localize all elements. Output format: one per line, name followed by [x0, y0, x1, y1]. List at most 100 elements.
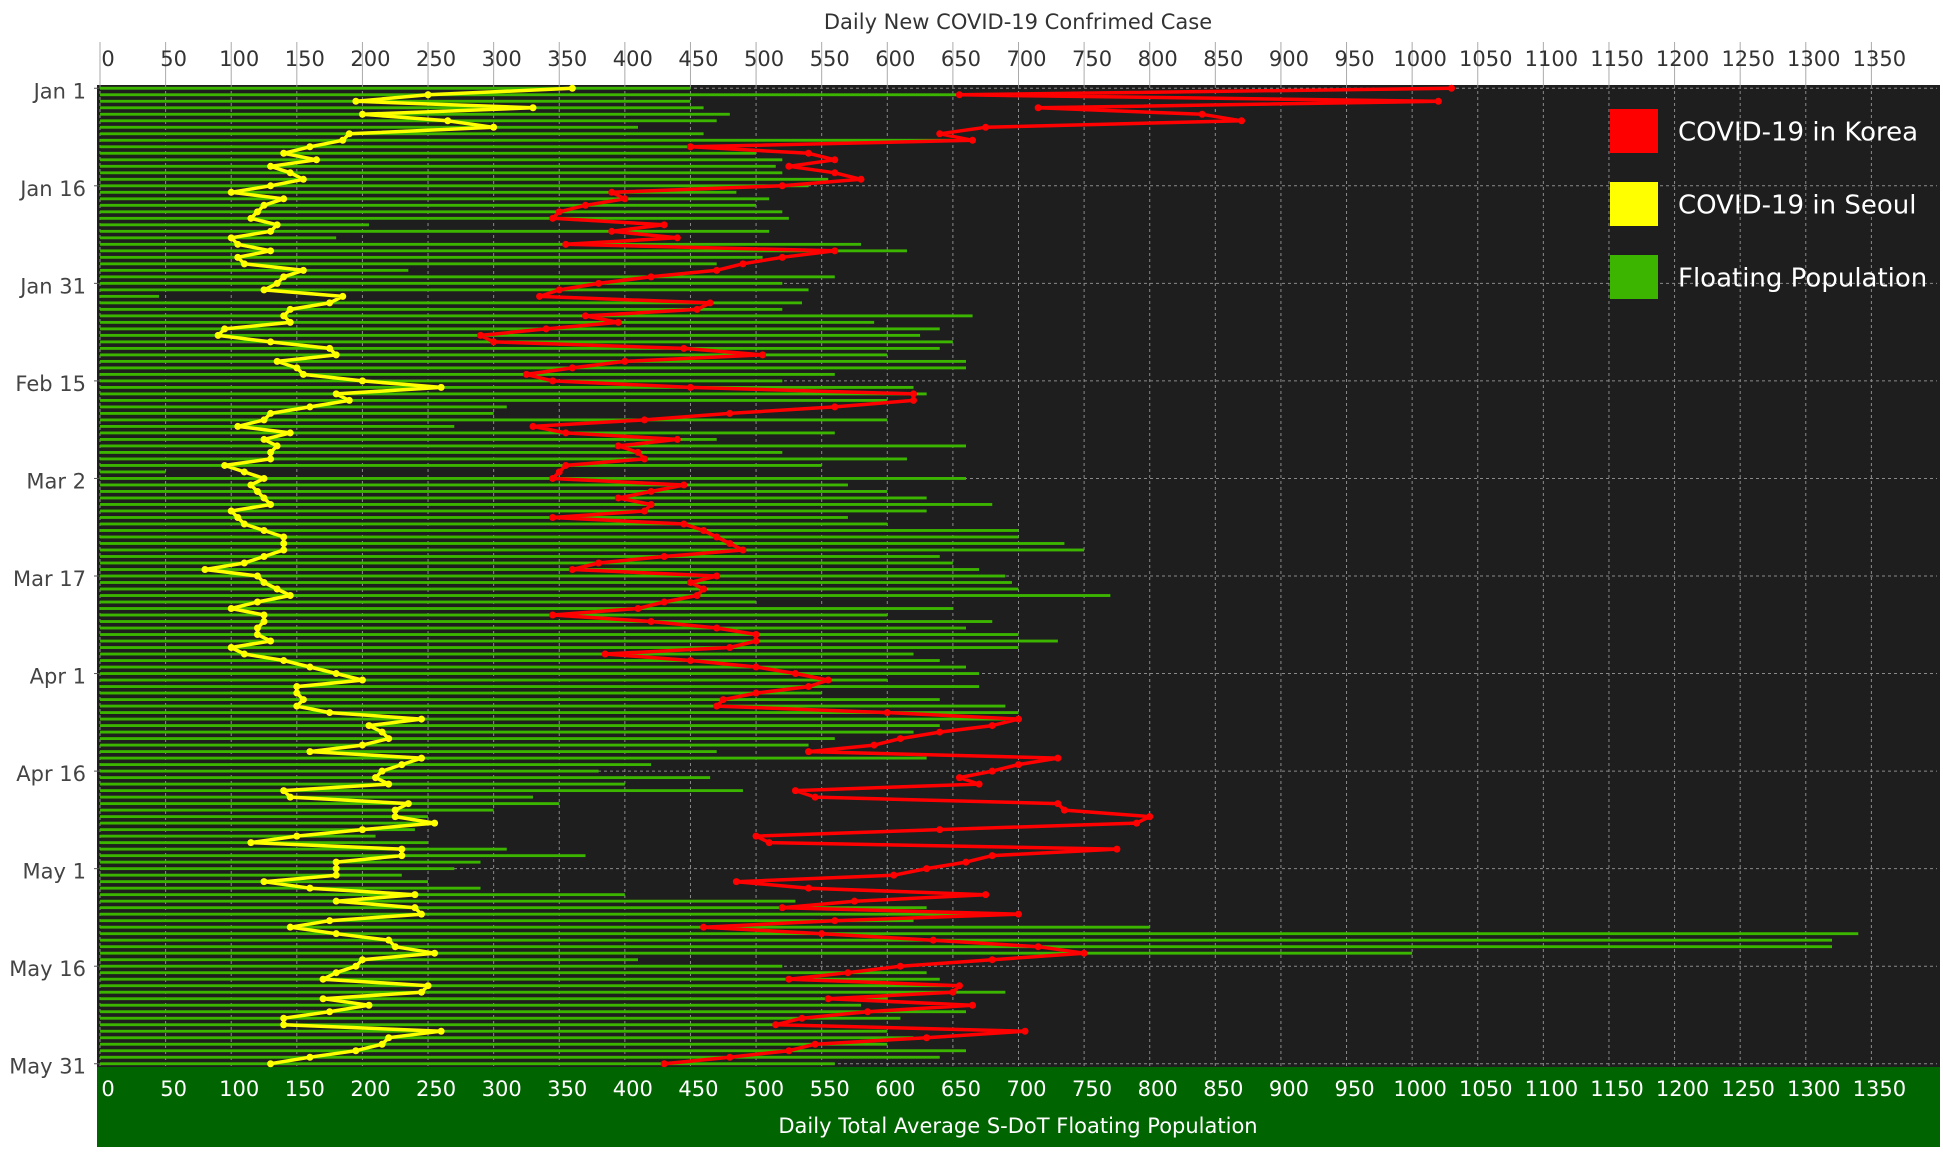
point	[411, 904, 419, 912]
bar	[100, 320, 875, 324]
x2-tick-label: 100	[219, 47, 259, 71]
point	[969, 1001, 977, 1009]
x2-tick-label: 550	[810, 47, 850, 71]
x2-tick-label: 1200	[1656, 47, 1709, 71]
bar	[100, 372, 835, 376]
point	[936, 728, 944, 736]
point	[555, 286, 563, 294]
bar	[100, 333, 921, 337]
x2-tick-label: 900	[1269, 47, 1309, 71]
point	[608, 188, 616, 196]
bar	[100, 496, 927, 500]
point	[339, 136, 347, 144]
point	[955, 982, 963, 990]
point	[313, 156, 321, 164]
y-tick-label: Mar 17	[13, 567, 86, 591]
x2-tick-label: 1000	[1393, 47, 1446, 71]
point	[358, 956, 366, 964]
point	[286, 169, 294, 177]
bar	[100, 197, 770, 201]
bar	[100, 431, 835, 435]
point	[398, 845, 406, 853]
bar	[100, 106, 704, 110]
bar	[100, 847, 507, 851]
point	[1021, 1027, 1029, 1035]
point	[326, 299, 334, 307]
bar	[100, 698, 940, 701]
bar	[100, 275, 835, 279]
bar	[100, 190, 737, 194]
point	[805, 683, 813, 691]
bar	[100, 1049, 967, 1053]
point	[424, 982, 432, 990]
x-tick-label: 800	[1138, 1077, 1178, 1101]
x-tick-label: 500	[744, 1077, 784, 1101]
point	[673, 435, 681, 443]
point	[286, 592, 294, 600]
point	[647, 618, 655, 626]
x2-tick-label: 1250	[1721, 47, 1774, 71]
point	[385, 780, 393, 788]
bar	[100, 607, 953, 610]
point	[286, 429, 294, 437]
point	[477, 331, 485, 339]
point	[831, 169, 839, 177]
bar	[100, 678, 888, 682]
point	[227, 188, 235, 196]
point	[260, 618, 268, 626]
bar	[100, 704, 1006, 708]
point	[982, 891, 990, 899]
point	[1015, 761, 1022, 769]
y-tick-label: Apr 16	[16, 762, 86, 786]
point	[267, 247, 275, 255]
point	[234, 240, 242, 248]
x2-tick-label: 350	[547, 47, 587, 71]
point	[431, 819, 439, 827]
bar	[100, 125, 638, 129]
x2-tick-label: 450	[678, 47, 718, 71]
y-tick-label: Feb 15	[15, 372, 86, 396]
y-tick-label: Jan 31	[18, 274, 86, 298]
point	[306, 663, 314, 671]
point	[267, 409, 275, 417]
point	[641, 455, 649, 463]
x-tick-label: 350	[547, 1077, 587, 1101]
bar	[100, 132, 704, 136]
point	[437, 1027, 445, 1035]
point	[601, 650, 609, 658]
point	[555, 468, 563, 476]
point	[791, 670, 799, 678]
bar	[100, 177, 829, 181]
bar	[100, 529, 1019, 532]
point	[378, 1040, 386, 1048]
point	[634, 448, 642, 456]
bar	[100, 477, 967, 480]
point	[752, 663, 760, 671]
bar	[100, 307, 783, 311]
point	[417, 715, 425, 723]
x2-tick-label: 600	[875, 47, 915, 71]
bar	[100, 945, 1833, 949]
point	[260, 474, 268, 482]
y-tick-label: Mar 2	[26, 469, 86, 493]
point	[267, 500, 275, 508]
point	[306, 403, 314, 411]
bar	[100, 600, 757, 604]
point	[326, 709, 334, 717]
point	[267, 637, 275, 645]
bar	[100, 711, 1019, 715]
point	[844, 969, 852, 977]
point	[417, 910, 425, 918]
legend-swatch	[1610, 109, 1658, 153]
point	[299, 370, 307, 378]
point	[332, 930, 340, 938]
point	[811, 793, 819, 801]
point	[955, 774, 963, 782]
point	[549, 474, 557, 482]
bar	[100, 1010, 967, 1014]
point	[385, 1034, 393, 1042]
x2-tick-label: 250	[416, 47, 456, 71]
point	[1080, 949, 1088, 957]
point	[247, 481, 255, 489]
